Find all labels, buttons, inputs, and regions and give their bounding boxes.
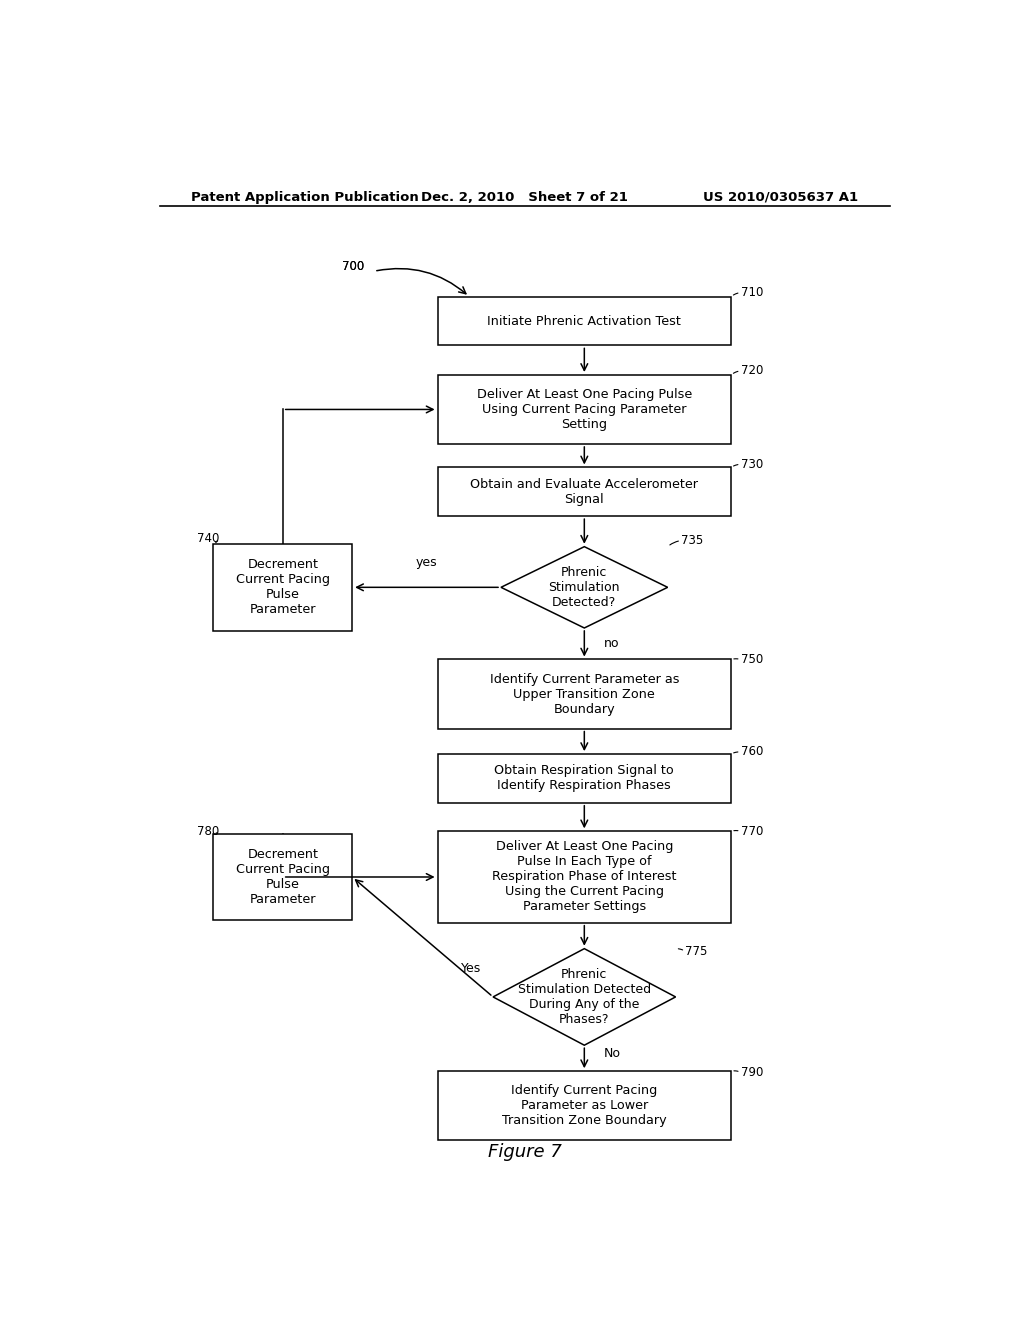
Text: 710: 710 [740, 286, 763, 300]
Bar [437, 467, 731, 516]
Bar [437, 1071, 731, 1140]
Text: Deliver At Least One Pacing
Pulse In Each Type of
Respiration Phase of Interest
: Deliver At Least One Pacing Pulse In Eac… [493, 841, 677, 913]
Text: 775: 775 [685, 945, 708, 958]
Bar [437, 660, 731, 729]
Text: 760: 760 [740, 746, 763, 759]
Text: No: No [604, 1047, 622, 1060]
Text: 740: 740 [197, 532, 219, 545]
Text: Figure 7: Figure 7 [487, 1143, 562, 1162]
Bar [437, 754, 731, 803]
Text: Phrenic
Stimulation Detected
During Any of the
Phases?: Phrenic Stimulation Detected During Any … [518, 968, 651, 1026]
Text: Decrement
Current Pacing
Pulse
Parameter: Decrement Current Pacing Pulse Parameter [236, 847, 330, 906]
Text: 790: 790 [740, 1065, 763, 1078]
Bar [213, 834, 352, 920]
Text: US 2010/0305637 A1: US 2010/0305637 A1 [703, 190, 858, 203]
Text: 735: 735 [681, 535, 703, 546]
Text: 720: 720 [740, 364, 763, 378]
Text: Identify Current Parameter as
Upper Transition Zone
Boundary: Identify Current Parameter as Upper Tran… [489, 673, 679, 715]
Text: Dec. 2, 2010   Sheet 7 of 21: Dec. 2, 2010 Sheet 7 of 21 [421, 190, 629, 203]
Text: Decrement
Current Pacing
Pulse
Parameter: Decrement Current Pacing Pulse Parameter [236, 558, 330, 616]
Text: Obtain and Evaluate Accelerometer
Signal: Obtain and Evaluate Accelerometer Signal [470, 478, 698, 506]
Polygon shape [501, 546, 668, 628]
Text: 730: 730 [740, 458, 763, 471]
Bar [213, 544, 352, 631]
Bar [437, 375, 731, 444]
Text: Phrenic
Stimulation
Detected?: Phrenic Stimulation Detected? [549, 566, 621, 609]
Text: 780: 780 [197, 825, 219, 838]
Text: no: no [604, 638, 620, 651]
Text: Deliver At Least One Pacing Pulse
Using Current Pacing Parameter
Setting: Deliver At Least One Pacing Pulse Using … [477, 388, 692, 430]
Bar [437, 297, 731, 346]
Text: 700: 700 [342, 260, 365, 273]
Text: Yes: Yes [461, 962, 481, 975]
Polygon shape [494, 949, 676, 1045]
Text: 700: 700 [342, 260, 365, 273]
Text: yes: yes [416, 556, 437, 569]
Bar [437, 832, 731, 923]
Text: 750: 750 [740, 653, 763, 667]
Text: Initiate Phrenic Activation Test: Initiate Phrenic Activation Test [487, 314, 681, 327]
Text: Identify Current Pacing
Parameter as Lower
Transition Zone Boundary: Identify Current Pacing Parameter as Low… [502, 1084, 667, 1127]
Text: 770: 770 [740, 825, 763, 838]
Text: Patent Application Publication: Patent Application Publication [191, 190, 419, 203]
Text: Obtain Respiration Signal to
Identify Respiration Phases: Obtain Respiration Signal to Identify Re… [495, 764, 674, 792]
